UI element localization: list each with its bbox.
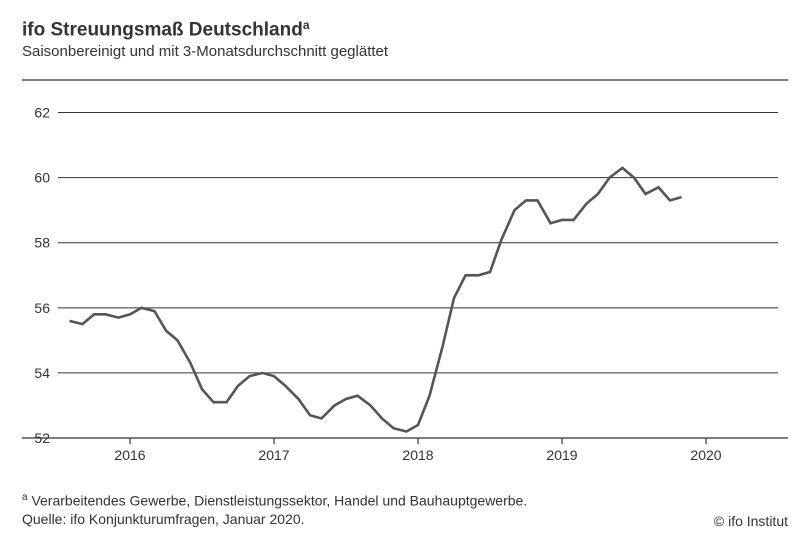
- svg-text:56: 56: [34, 300, 50, 316]
- svg-text:2020: 2020: [690, 447, 721, 463]
- attribution-text: © ifo Institut: [702, 513, 788, 529]
- svg-text:2017: 2017: [258, 447, 289, 463]
- svg-text:58: 58: [34, 235, 50, 251]
- svg-text:2019: 2019: [546, 447, 577, 463]
- svg-text:62: 62: [34, 105, 50, 121]
- footnote-text: Verarbeitendes Gewerbe, Dienstleistungss…: [28, 492, 528, 508]
- chart-title: ifo Streuungsmaß Deutschland: [22, 19, 303, 40]
- chart-area: 52545658606220162017201820192020: [22, 68, 788, 484]
- svg-text:60: 60: [34, 170, 50, 186]
- title-row: ifo Streuungsmaß Deutschlanda: [22, 18, 788, 41]
- chart-subtitle: Saisonbereinigt und mit 3-Monatsdurchsch…: [22, 43, 788, 60]
- svg-text:2016: 2016: [114, 447, 145, 463]
- chart-footer: a Verarbeitendes Gewerbe, Dienstleistung…: [22, 491, 788, 529]
- source-text: Quelle: ifo Konjunkturumfragen, Januar 2…: [22, 510, 527, 529]
- title-footnote-marker: a: [303, 18, 310, 32]
- svg-text:54: 54: [34, 365, 50, 381]
- line-chart-svg: 52545658606220162017201820192020: [22, 68, 788, 468]
- footnote-line: a Verarbeitendes Gewerbe, Dienstleistung…: [22, 491, 527, 511]
- svg-text:2018: 2018: [402, 447, 433, 463]
